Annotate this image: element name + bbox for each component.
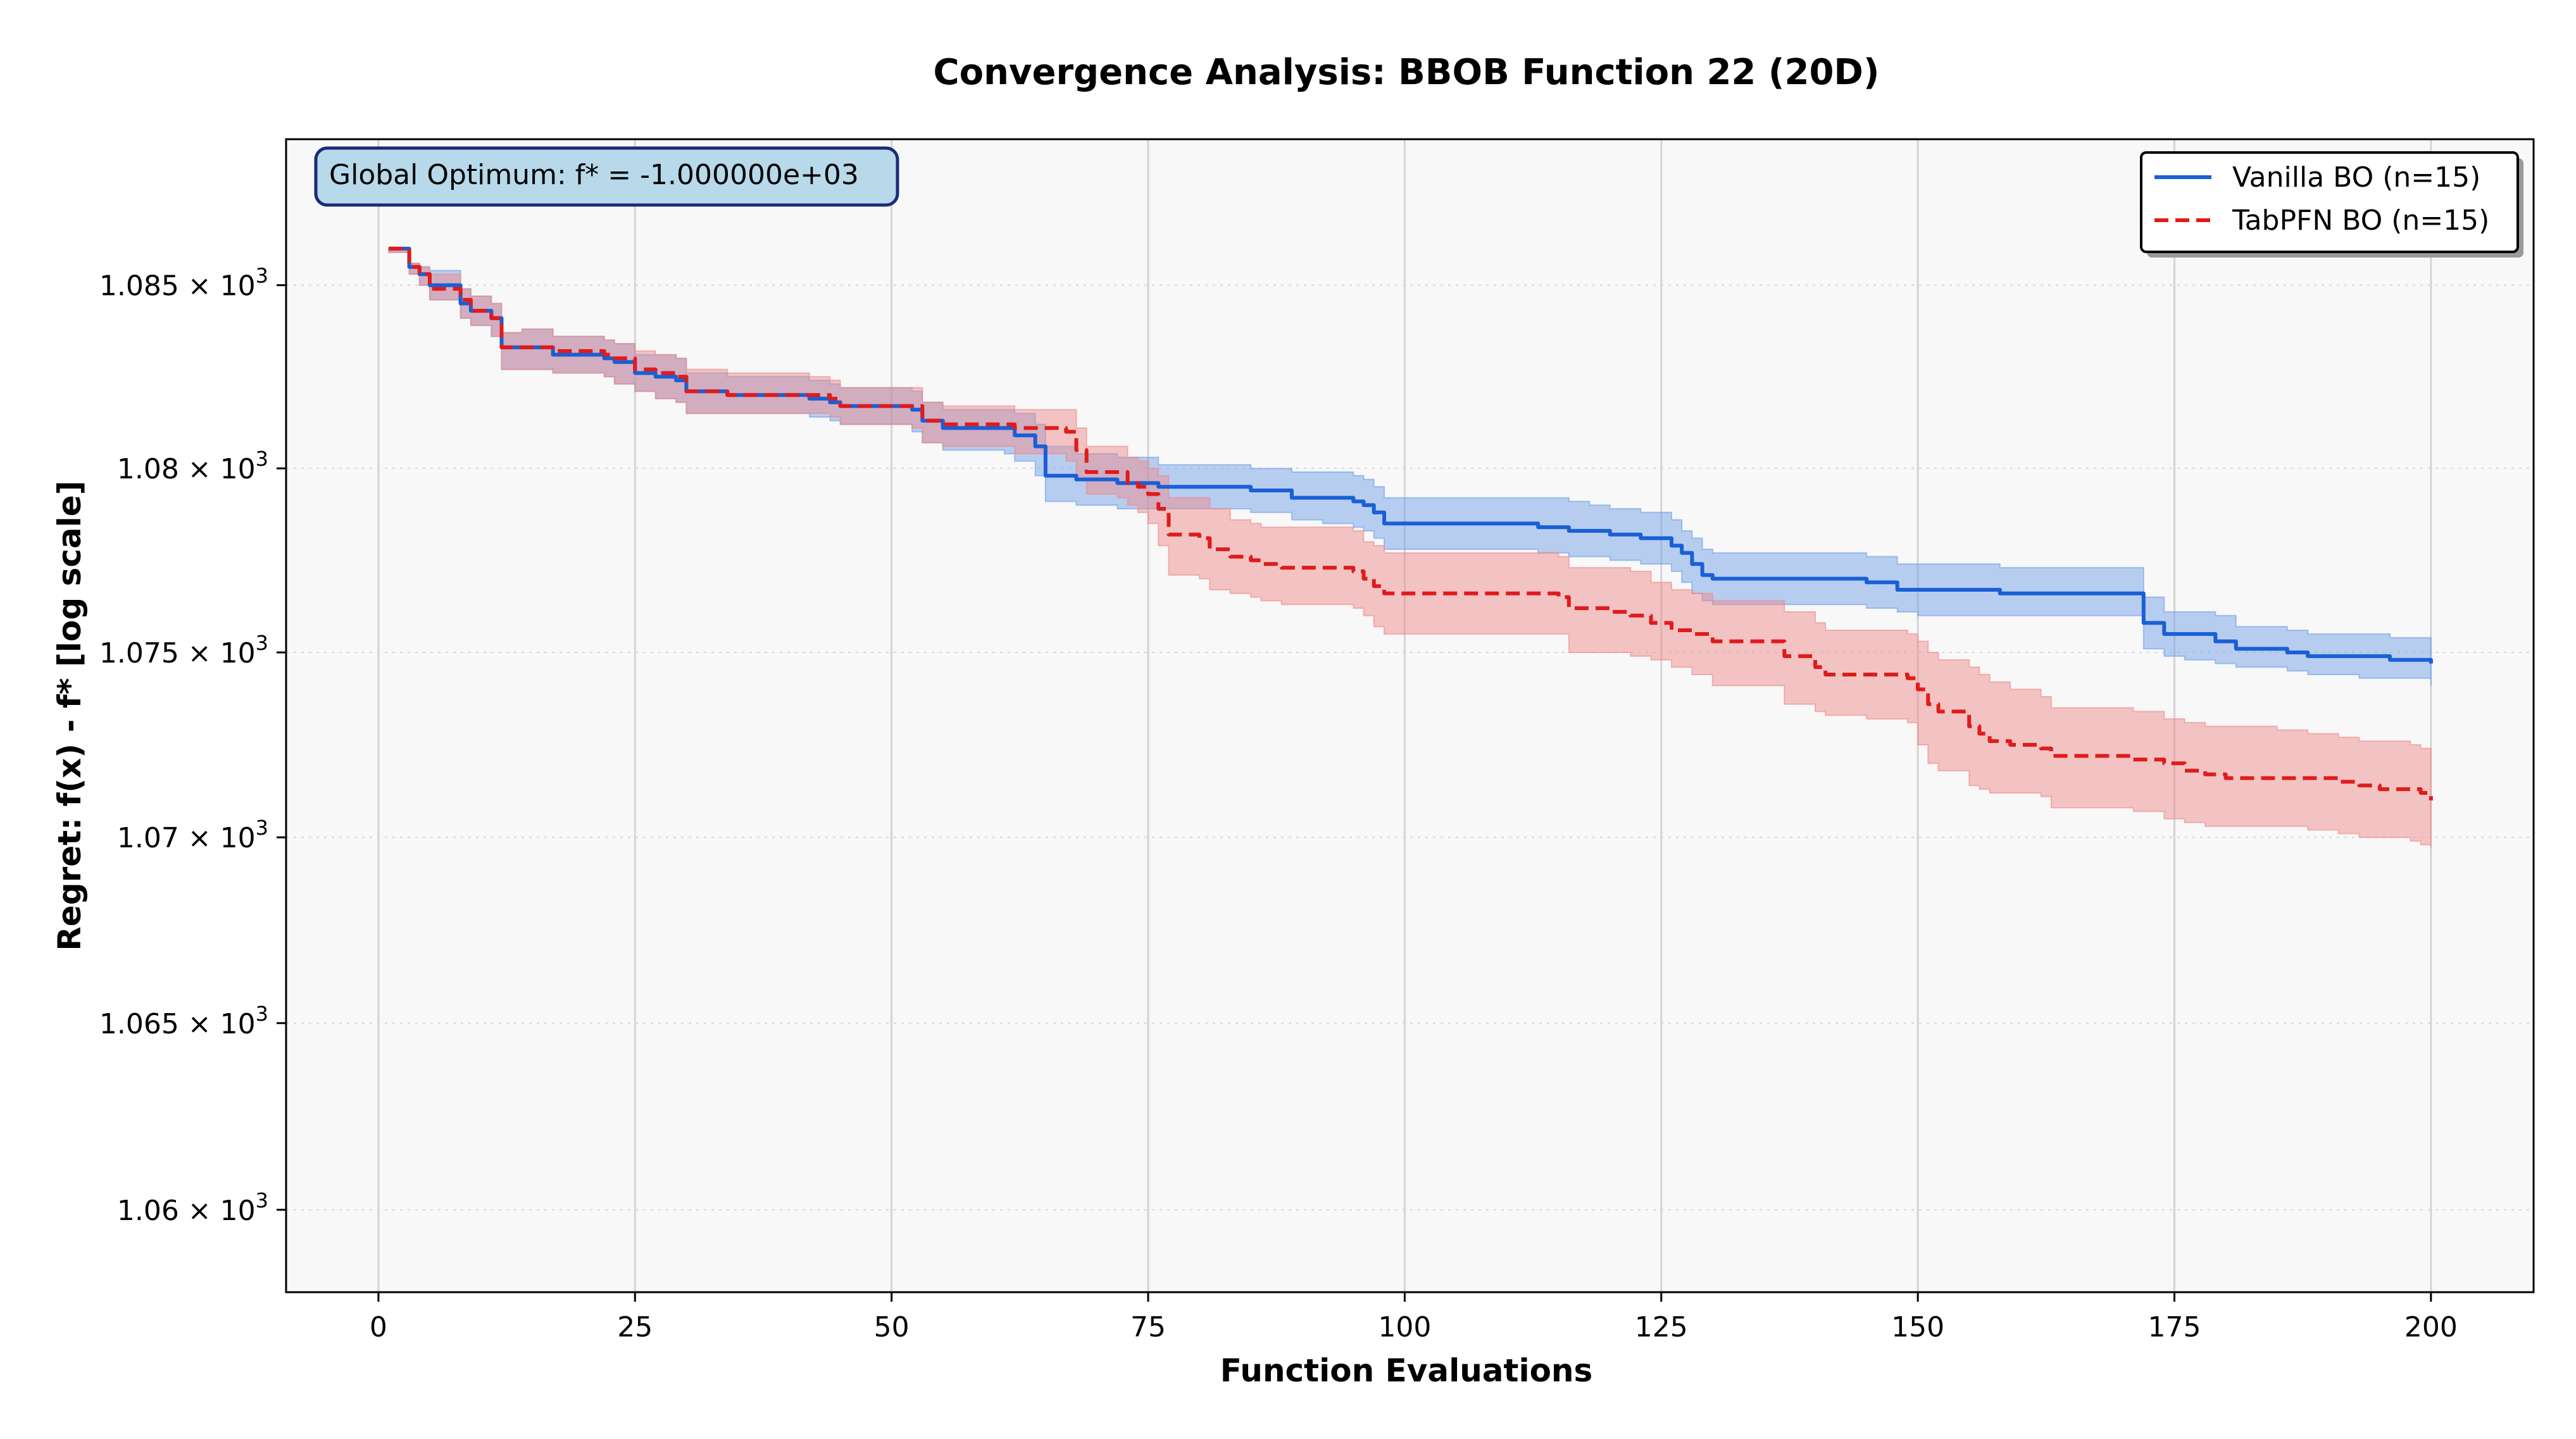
legend-label-tabpfn: TabPFN BO (n=15) bbox=[2232, 204, 2489, 237]
x-tick-label-2: 50 bbox=[874, 1311, 910, 1343]
y-tick-label-0: 1.06 × 103 bbox=[117, 1188, 268, 1227]
band-series-1 bbox=[388, 247, 2432, 849]
chart-title: Convergence Analysis: BBOB Function 22 (… bbox=[934, 52, 1880, 93]
x-tick-label-7: 175 bbox=[2148, 1311, 2201, 1343]
line-series-1 bbox=[389, 246, 2433, 800]
legend-box bbox=[2140, 151, 2519, 253]
x-tick-label-4: 100 bbox=[1378, 1311, 1431, 1343]
x-tick-label-1: 25 bbox=[617, 1311, 653, 1343]
x-tick-label-0: 0 bbox=[370, 1311, 387, 1343]
annotation-background bbox=[314, 146, 899, 207]
y-tick-label-4: 1.08 × 103 bbox=[117, 447, 268, 485]
y-axis-ticks: 1.06 × 103 1.065 × 103 1.07 × 103 1.075 × 1… bbox=[99, 264, 286, 1227]
x-tick-label-8: 200 bbox=[2404, 1311, 2458, 1343]
annotation-box: Global Optimum: f* = -1.000000e+03 bbox=[314, 146, 899, 207]
x-tick-label-3: 75 bbox=[1130, 1311, 1166, 1343]
confidence-bands bbox=[388, 247, 2432, 849]
legend-label-vanilla: Vanilla BO (n=15) bbox=[2232, 161, 2480, 194]
series-lines bbox=[389, 246, 2433, 800]
y-tick-label-2: 1.07 × 103 bbox=[117, 816, 268, 854]
y-tick-label-5: 1.085 × 103 bbox=[99, 264, 268, 302]
y-tick-label-3: 1.075 × 103 bbox=[99, 631, 268, 670]
y-tick-label-1: 1.065 × 103 bbox=[99, 1002, 268, 1040]
x-tick-label-5: 125 bbox=[1635, 1311, 1688, 1343]
annotation-text: Global Optimum: f* = -1.000000e+03 bbox=[329, 159, 859, 191]
y-axis-label: Regret: f(x) - f* [log scale] bbox=[51, 480, 88, 950]
grid bbox=[286, 139, 2534, 1292]
plot-frame bbox=[285, 138, 2535, 1293]
x-tick-label-6: 150 bbox=[1891, 1311, 1944, 1343]
x-axis-label: Function Evaluations bbox=[1220, 1352, 1593, 1389]
legend: Vanilla BO (n=15) TabPFN BO (n=15) bbox=[2140, 151, 2523, 258]
plot-area bbox=[286, 139, 2534, 1292]
x-axis-ticks: 0 25 50 75 100 125 150 175 200 bbox=[370, 1292, 2458, 1343]
